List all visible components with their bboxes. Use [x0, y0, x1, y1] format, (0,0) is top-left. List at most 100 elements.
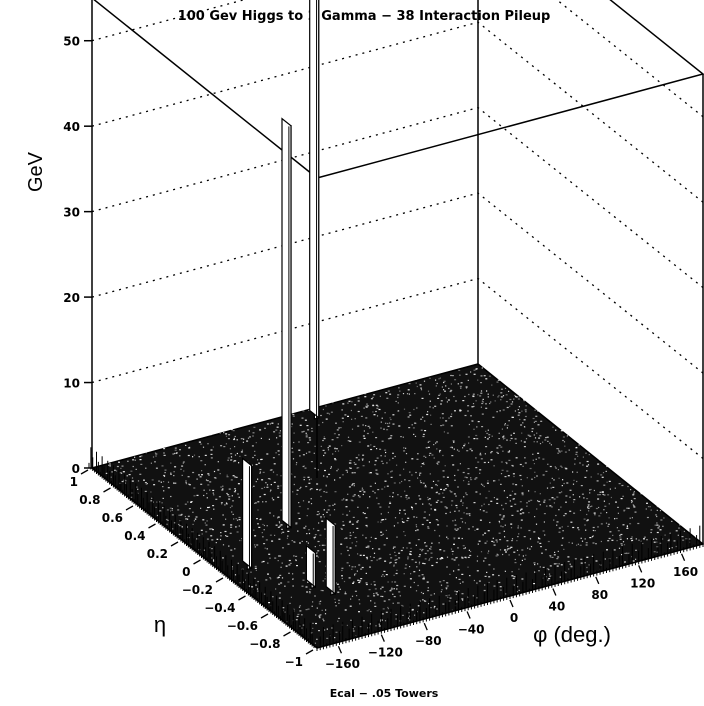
pileup-speck [236, 519, 239, 521]
pileup-speck [416, 566, 418, 568]
pileup-speck [546, 505, 548, 507]
pileup-speck [562, 430, 565, 432]
pileup-speck [403, 509, 406, 511]
pileup-speck [239, 455, 241, 457]
eta-tick-label: 0 [182, 565, 190, 579]
pileup-speck [423, 380, 426, 382]
pileup-speck [626, 538, 628, 540]
pileup-speck [155, 455, 157, 457]
pileup-speck [437, 524, 440, 526]
pileup-speck [388, 506, 390, 508]
pileup-speck [486, 438, 489, 440]
pileup-speck [531, 428, 534, 430]
pileup-speck [212, 505, 215, 507]
pileup-speck [557, 469, 559, 471]
pileup-speck [318, 616, 320, 618]
pileup-speck [308, 529, 310, 531]
pileup-speck [442, 424, 445, 426]
pileup-speck [254, 567, 257, 569]
pileup-speck [382, 574, 384, 576]
pileup-speck [655, 538, 657, 540]
pileup-speck [416, 458, 419, 460]
pileup-speck [419, 554, 421, 556]
pileup-speck [369, 540, 371, 542]
pileup-speck [397, 394, 400, 396]
pileup-speck [630, 489, 632, 491]
pileup-speck [237, 562, 239, 564]
pileup-speck [170, 440, 173, 442]
pileup-speck [546, 436, 549, 438]
pileup-speck [303, 430, 305, 432]
pileup-speck [258, 526, 261, 528]
pileup-speck [486, 390, 488, 392]
pileup-speck [233, 438, 236, 441]
pileup-speck [398, 425, 401, 427]
pileup-speck [257, 459, 259, 461]
pileup-speck [539, 504, 541, 506]
pileup-speck [500, 392, 503, 394]
pileup-speck [135, 486, 138, 488]
pileup-speck [631, 556, 633, 558]
pileup-speck [556, 521, 559, 523]
pileup-speck [517, 536, 519, 538]
pileup-speck [379, 395, 381, 397]
pileup-speck [444, 488, 447, 490]
pileup-speck [607, 540, 610, 542]
pileup-speck [600, 540, 602, 543]
pileup-speck [200, 443, 203, 445]
pileup-speck [396, 464, 398, 466]
pileup-speck [228, 545, 230, 547]
pileup-speck [516, 510, 519, 512]
pileup-speck [560, 506, 562, 508]
pileup-speck [561, 485, 563, 487]
pileup-speck [303, 476, 306, 478]
pileup-speck [509, 405, 511, 407]
pileup-speck [398, 557, 401, 559]
pileup-speck [465, 386, 468, 388]
pileup-speck [233, 491, 236, 493]
pileup-speck [570, 521, 573, 523]
pileup-speck [476, 528, 479, 530]
pileup-speck [109, 463, 111, 465]
pileup-speck [376, 388, 379, 390]
pileup-speck [415, 530, 417, 532]
pileup-speck [333, 433, 336, 435]
pileup-speck [466, 477, 468, 479]
pileup-speck [508, 390, 510, 392]
pileup-speck [369, 485, 372, 487]
pileup-speck [493, 568, 495, 570]
pileup-speck [631, 501, 633, 504]
pileup-speck [317, 556, 319, 558]
pileup-speck [420, 387, 422, 389]
pileup-speck [229, 506, 232, 509]
pileup-speck [479, 519, 482, 521]
pileup-speck [437, 520, 439, 522]
pileup-speck [463, 547, 465, 550]
pileup-speck [356, 521, 359, 523]
pileup-speck [210, 552, 213, 554]
pileup-speck [233, 518, 235, 520]
pileup-speck [322, 449, 325, 451]
pileup-speck [464, 414, 467, 417]
pileup-speck [422, 435, 425, 438]
pileup-speck [427, 527, 430, 529]
pileup-speck [407, 517, 410, 519]
pileup-speck [174, 449, 177, 451]
pileup-speck [271, 540, 274, 542]
pileup-speck [161, 465, 164, 467]
pileup-speck [453, 559, 456, 561]
pileup-speck [472, 595, 475, 597]
pileup-speck [372, 431, 374, 433]
pileup-speck [483, 485, 485, 488]
pileup-speck [558, 509, 560, 511]
pileup-speck [344, 609, 347, 611]
pileup-speck [340, 553, 342, 555]
pileup-speck [484, 557, 487, 559]
pileup-speck [277, 450, 280, 452]
pileup-speck [485, 430, 487, 432]
pileup-speck [350, 619, 352, 621]
pileup-speck [243, 438, 245, 440]
eta-tick [103, 487, 111, 493]
pileup-speck [380, 460, 383, 462]
pileup-speck [407, 558, 409, 560]
